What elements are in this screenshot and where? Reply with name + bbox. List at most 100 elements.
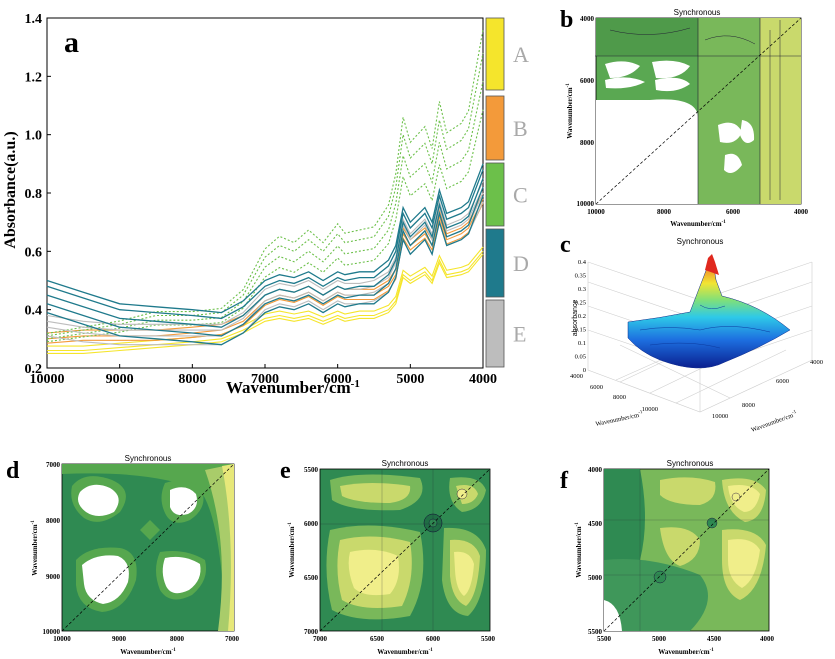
- a-xtick-label: 10000: [30, 372, 65, 387]
- a-xtick-label: 8000: [178, 372, 206, 387]
- legend-swatch-d: [485, 228, 505, 298]
- c-rtick-8000: 8000: [742, 402, 755, 409]
- panel-d: d Synchronous 10000 9000 8000 7000 7000 …: [6, 454, 240, 656]
- panel-a-label: a: [64, 26, 79, 59]
- panel-c-xlabel: Wavenumber/cm-1: [595, 410, 645, 428]
- spectrum-line-d: [46, 169, 484, 320]
- panel-d-ticks: 10000 9000 8000 7000 7000 8000 9000 1000…: [31, 461, 240, 656]
- a-xtick-label: 6000: [324, 372, 352, 387]
- d-ytick-9000: 9000: [46, 573, 61, 581]
- legend-label-a: A: [513, 42, 529, 67]
- b-xtick-6000: 6000: [726, 208, 741, 216]
- spectrum-line-d: [46, 195, 484, 346]
- panel-c-zlabel: absorbance: [572, 300, 579, 337]
- panel-d-label: d: [6, 458, 20, 484]
- d-ytick-10000: 10000: [43, 628, 61, 636]
- c-rtick-10000: 10000: [712, 413, 728, 420]
- panel-e-ylabel: Wavenumber/cm-1: [288, 522, 296, 578]
- legend-swatch-c: [485, 162, 505, 227]
- b-ytick-4000: 4000: [580, 15, 595, 23]
- c-ltick-10000: 10000: [642, 406, 658, 413]
- spectrum-line-a: [47, 253, 484, 354]
- spectrum-line-d: [46, 186, 484, 337]
- panel-a-yticks: 0.2 0.4 0.6 0.8 1.0 1.2 1.4: [25, 12, 51, 377]
- b-ytick-6000: 6000: [580, 77, 595, 85]
- panel-a-xlabel: Wavenumber/cm-1: [226, 378, 360, 397]
- panel-f-label: f: [560, 468, 569, 494]
- panel-d-title: Synchronous: [125, 454, 172, 463]
- b-ytick-10000: 10000: [577, 200, 595, 208]
- f-xtick-4000: 4000: [760, 635, 775, 643]
- panel-f-ylabel: Wavenumber/cm-1: [575, 522, 583, 578]
- a-ytick-label: 1.4: [25, 12, 43, 27]
- f-ytick-5000: 5000: [588, 574, 603, 582]
- d-ytick-7000: 7000: [46, 461, 61, 469]
- d-xtick-10000: 10000: [53, 635, 71, 643]
- legend-label-e: E: [513, 322, 526, 347]
- panel-d-xlabel: Wavenumber/cm-1: [120, 648, 176, 656]
- e-xtick-6500: 6500: [370, 635, 385, 643]
- f-ytick-4500: 4500: [588, 520, 603, 528]
- c-ztick-label: 0.25: [575, 300, 586, 307]
- panel-d-heatmap: [61, 463, 235, 632]
- spectrum-line-d: [46, 163, 484, 314]
- e-ytick-5500: 5500: [304, 466, 319, 474]
- a-ytick-label: 0.2: [25, 362, 43, 377]
- e-ytick-6000: 6000: [304, 520, 319, 528]
- panel-a: 10000 9000 8000 7000 6000 5000 4000 0.20.40.60…: [2, 12, 529, 397]
- panel-b-xlabel: Wavenumber/cm-1: [670, 220, 726, 228]
- panel-b: b Synchronous 10000 8000 6000 4000 4000: [560, 7, 809, 228]
- panel-e-title: Synchronous: [382, 459, 429, 468]
- c-rtick-6000: 6000: [776, 378, 789, 385]
- b-xtick-10000: 10000: [587, 208, 605, 216]
- c-ztick-label: 0.15: [575, 327, 586, 334]
- b-xtick-4000: 4000: [794, 208, 809, 216]
- legend-swatch-e: [485, 299, 505, 368]
- legend-label-c: C: [513, 183, 528, 208]
- panel-c: c Synchronous 0 0.05 0.1 0.15 0.2 0.25 0.3 0.35…: [560, 232, 823, 434]
- panel-b-heatmap: [595, 17, 802, 205]
- e-ytick-6500: 6500: [304, 574, 319, 582]
- a-ytick-label: 1.0: [25, 129, 43, 144]
- panel-f-xlabel: Wavenumber/cm-1: [658, 648, 714, 656]
- panel-c-zticks: 0 0.05 0.1 0.15 0.2 0.25 0.3 0.35 0.4: [575, 259, 587, 374]
- panel-b-label: b: [560, 7, 573, 33]
- a-ytick-label: 1.2: [25, 70, 43, 85]
- a-xtick-label: 5000: [396, 372, 424, 387]
- c-ztick-label: 0: [583, 367, 586, 374]
- panel-f-ticks: 5500 5000 4500 4000 4000 4500 5000 5500 …: [575, 466, 775, 656]
- panel-f: f Synchronous 5500 5000 4500 4000 4000 4: [560, 459, 775, 656]
- spectrum-line-c: [46, 81, 484, 340]
- c-ltick-8000: 8000: [613, 394, 626, 401]
- panel-c-title: Synchronous: [677, 237, 724, 246]
- a-ytick-label: 0.6: [25, 245, 43, 260]
- a-ytick-label: 0.4: [25, 304, 43, 319]
- panel-b-title: Synchronous: [674, 8, 721, 17]
- panel-b-ticks: 10000 8000 6000 4000 4000 6000 8000 1000…: [566, 15, 809, 228]
- d-xtick-9000: 9000: [112, 635, 127, 643]
- spectrum-line-a: [47, 250, 484, 352]
- d-ytick-8000: 8000: [46, 517, 61, 525]
- f-ytick-4000: 4000: [588, 466, 603, 474]
- c-ztick-label: 0.1: [578, 340, 586, 347]
- a-ytick-label: 0.8: [25, 187, 43, 202]
- panel-c-axis-ticks: 4000 6000 8000 10000 10000 8000 6000 400…: [570, 359, 823, 434]
- panel-d-ylabel: Wavenumber/cm-1: [31, 520, 39, 576]
- d-xtick-7000: 7000: [225, 635, 240, 643]
- c-ztick-label: 0.3: [578, 286, 586, 293]
- b-ytick-8000: 8000: [580, 139, 595, 147]
- c-ztick-label: 0.05: [575, 354, 586, 361]
- spectrum-line-e: [46, 181, 484, 325]
- panel-a-ylabel: Absorbance(a.u.): [2, 131, 19, 248]
- c-ztick-label: 0.35: [575, 273, 586, 280]
- panel-e-ticks: 7000 6500 6000 5500 5500 6000 6500 7000 …: [288, 466, 496, 656]
- legend-label-d: D: [513, 251, 529, 276]
- c-ztick-label: 0.4: [578, 259, 587, 266]
- d-xtick-8000: 8000: [170, 635, 185, 643]
- panel-f-heatmap: [603, 468, 770, 632]
- panel-c-ylabel: Wavenumber/cm-1: [750, 410, 799, 434]
- panel-a-spectra: [46, 29, 484, 354]
- panel-b-ylabel: Wavenumber/cm-1: [566, 83, 574, 139]
- a-xtick-label: 9000: [106, 372, 134, 387]
- e-ytick-7000: 7000: [304, 628, 319, 636]
